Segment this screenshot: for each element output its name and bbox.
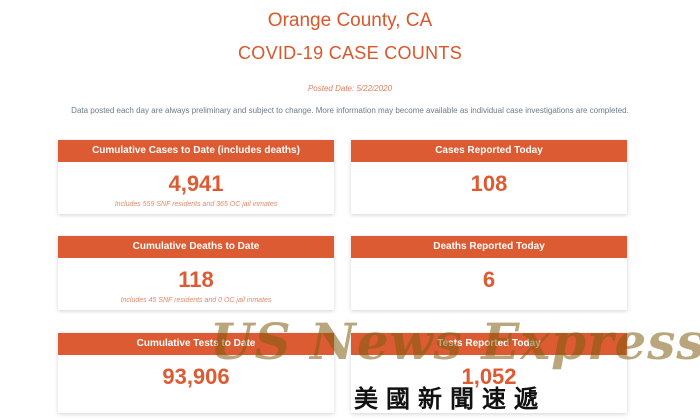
card-value: 108: [470, 171, 508, 196]
card-value: 118: [178, 267, 214, 292]
card-cumulative-cases: Cumulative Cases to Date (includes death…: [58, 140, 334, 214]
card-title: Cumulative Deaths to Date: [58, 236, 334, 258]
card-title: Cases Reported Today: [351, 140, 627, 162]
card-title: Cumulative Tests to Date: [58, 333, 334, 355]
page-title: COVID-19 CASE COUNTS: [237, 43, 463, 63]
card-cases-today: Cases Reported Today 108: [351, 140, 627, 214]
card-cumulative-deaths: Cumulative Deaths to Date 118 Includes 4…: [58, 236, 334, 310]
card-title: Tests Reported Today: [351, 333, 627, 355]
card-value: 4,941: [168, 171, 224, 196]
watermark-text: US News Express: [210, 312, 700, 371]
card-deaths-today: Deaths Reported Today 6: [351, 236, 627, 310]
location-title: Orange County, CA: [267, 10, 433, 31]
watermark-cjk: 美國新聞速遞: [354, 385, 546, 413]
card-subtext: Includes 45 SNF residents and 0 OC jail …: [120, 297, 272, 304]
card-value: 93,906: [162, 364, 230, 389]
disclaimer-note: Data posted each day are always prelimin…: [71, 106, 629, 115]
card-subtext: Includes 559 SNF residents and 365 OC ja…: [114, 201, 278, 208]
card-value: 6: [482, 267, 496, 292]
card-title: Deaths Reported Today: [351, 236, 627, 258]
posted-date: Posted Date: 5/22/2020: [307, 84, 393, 93]
card-value: 1,052: [461, 364, 517, 389]
card-title: Cumulative Cases to Date (includes death…: [58, 140, 334, 162]
card-tests-today: Tests Reported Today 1,052: [351, 333, 627, 413]
card-cumulative-tests: Cumulative Tests to Date 93,906: [58, 333, 334, 413]
